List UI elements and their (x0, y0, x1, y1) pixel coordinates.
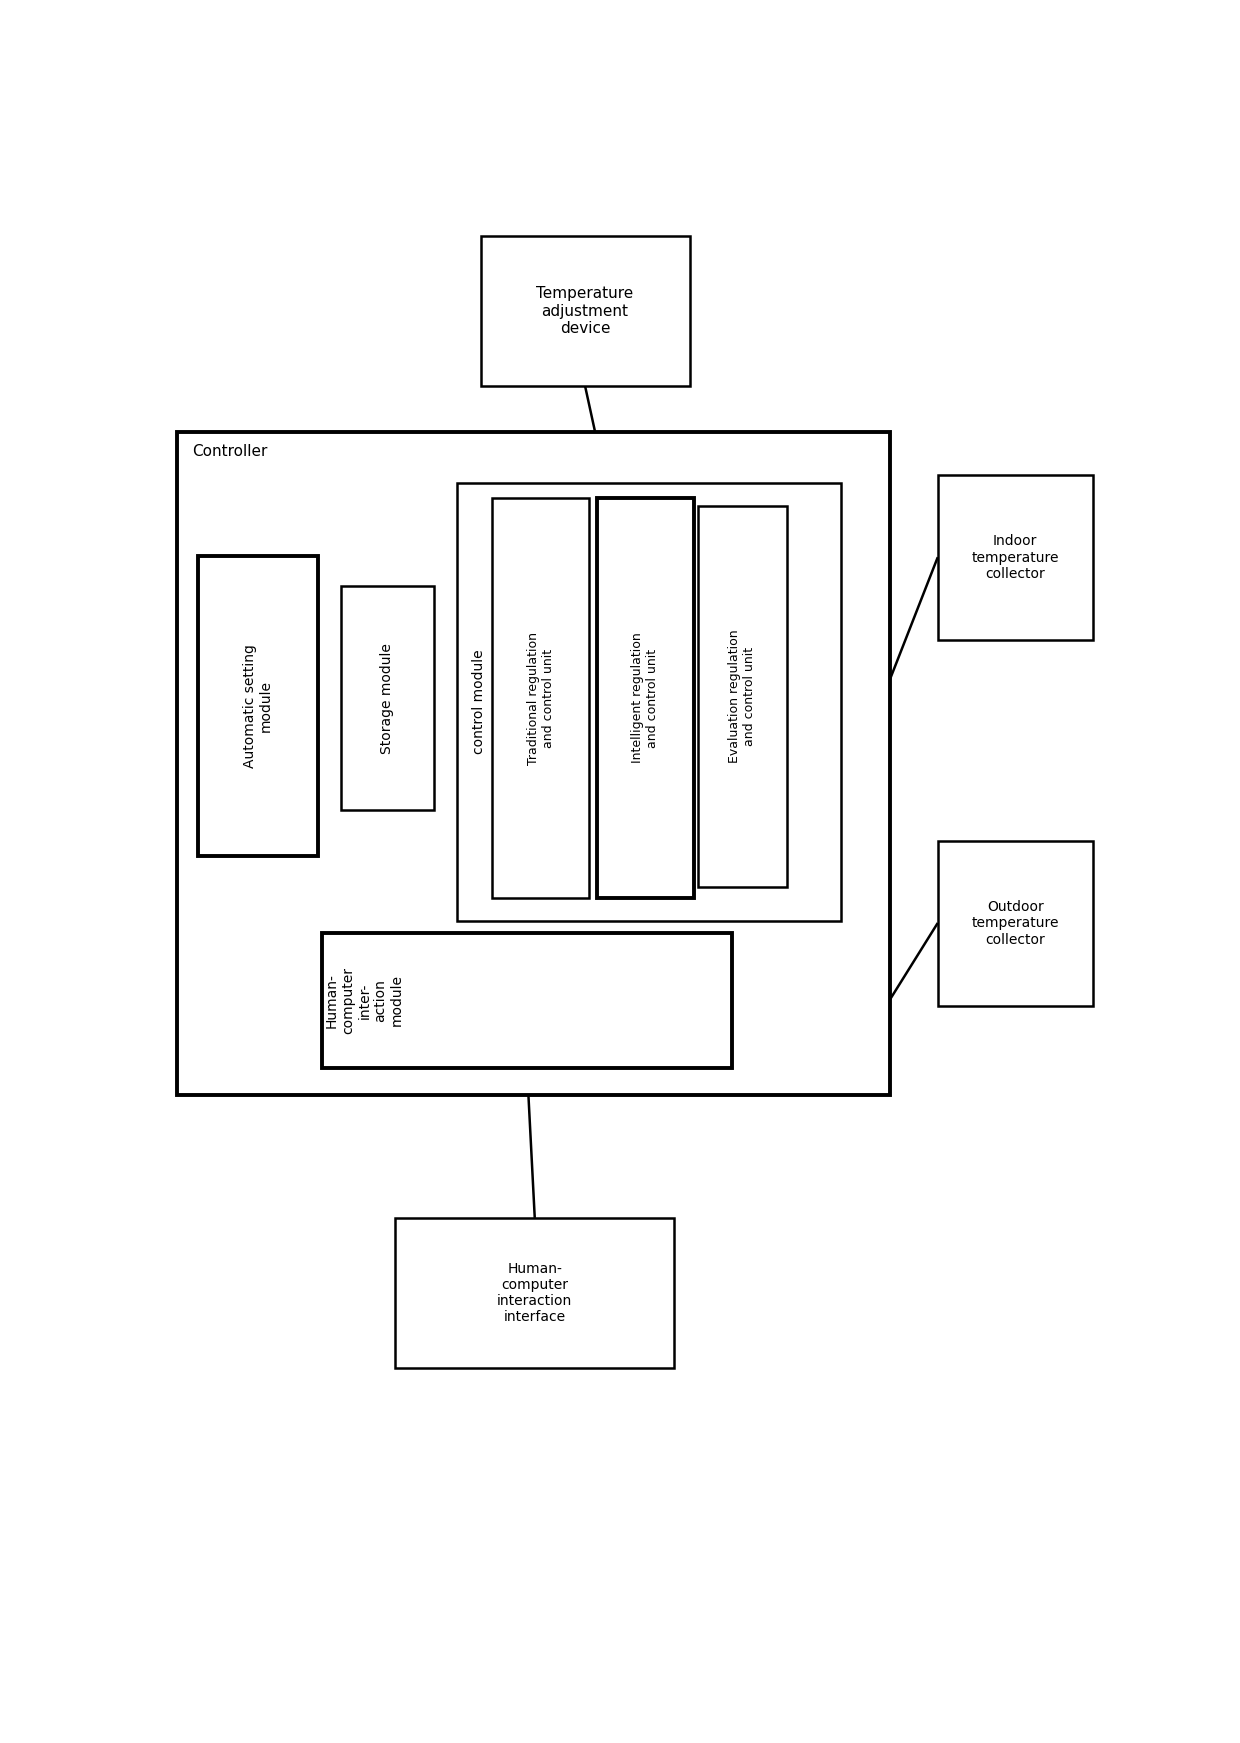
FancyBboxPatch shape (341, 586, 434, 810)
FancyBboxPatch shape (937, 840, 1092, 1006)
Text: Evaluation regulation
and control unit: Evaluation regulation and control unit (728, 629, 756, 763)
Text: Intelligent regulation
and control unit: Intelligent regulation and control unit (631, 633, 660, 763)
FancyBboxPatch shape (596, 498, 693, 898)
FancyBboxPatch shape (396, 1218, 675, 1368)
Text: Temperature
adjustment
device: Temperature adjustment device (537, 286, 634, 336)
FancyBboxPatch shape (321, 933, 733, 1068)
Text: Automatic setting
module: Automatic setting module (243, 643, 273, 767)
Text: Controller: Controller (192, 444, 268, 458)
Text: Outdoor
temperature
collector: Outdoor temperature collector (971, 899, 1059, 946)
Text: Indoor
temperature
collector: Indoor temperature collector (971, 535, 1059, 580)
FancyBboxPatch shape (197, 556, 317, 856)
FancyBboxPatch shape (458, 483, 841, 922)
Text: Human-
computer
inter-
action
module: Human- computer inter- action module (325, 967, 404, 1034)
FancyBboxPatch shape (481, 235, 689, 387)
FancyBboxPatch shape (176, 432, 890, 1095)
Text: Human-
computer
interaction
interface: Human- computer interaction interface (497, 1262, 573, 1325)
FancyBboxPatch shape (697, 505, 786, 887)
Text: Storage module: Storage module (381, 643, 394, 753)
FancyBboxPatch shape (492, 498, 589, 898)
Text: control module: control module (472, 650, 486, 755)
Text: Traditional regulation
and control unit: Traditional regulation and control unit (527, 631, 554, 765)
FancyBboxPatch shape (937, 474, 1092, 640)
